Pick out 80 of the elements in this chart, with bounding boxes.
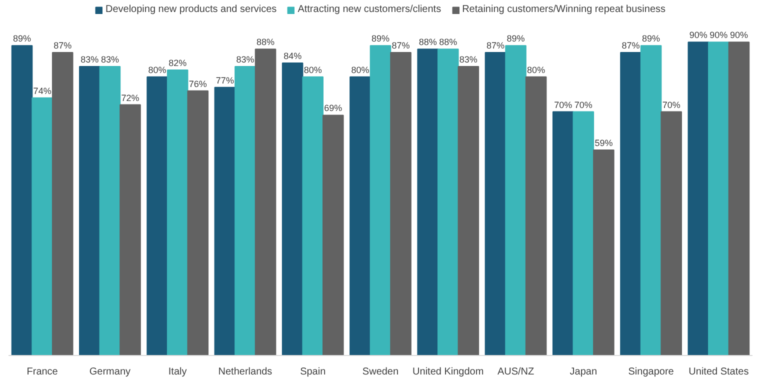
bar <box>120 104 141 356</box>
bar <box>52 52 74 356</box>
data-label: 70% <box>574 100 592 110</box>
bar <box>525 76 547 356</box>
data-label: 83% <box>459 54 478 64</box>
bar <box>187 90 209 356</box>
legend-label: Developing new products and services <box>105 4 277 15</box>
bar <box>417 48 438 356</box>
data-label: 59% <box>594 138 613 148</box>
data-label: 88% <box>418 37 437 48</box>
bar <box>234 66 256 356</box>
data-label: 87% <box>392 40 410 51</box>
data-label: 88% <box>439 37 458 48</box>
bar <box>484 52 506 356</box>
data-label: 80% <box>351 64 370 75</box>
bar <box>282 62 304 356</box>
bar <box>708 42 730 356</box>
data-label: 87% <box>54 40 72 51</box>
bar <box>390 52 412 356</box>
bar <box>458 66 480 356</box>
x-tick-label: Netherlands <box>218 366 272 378</box>
data-label: 88% <box>256 37 275 48</box>
x-tick-label: United States <box>688 366 749 378</box>
data-label: 89% <box>13 34 32 44</box>
x-tick-label: AUS/NZ <box>497 366 534 378</box>
bar <box>593 150 614 356</box>
bar <box>552 111 574 356</box>
bar <box>79 66 100 356</box>
data-label: 77% <box>216 75 234 86</box>
x-tick-label: Japan <box>570 366 598 378</box>
data-label: 90% <box>730 30 748 40</box>
bar <box>322 114 344 356</box>
bar <box>166 69 188 356</box>
x-tick-label: Sweden <box>362 366 399 378</box>
data-label: 80% <box>304 64 322 75</box>
data-label: 89% <box>642 34 660 44</box>
data-label: 69% <box>324 103 342 114</box>
bar <box>146 76 168 356</box>
data-label: 76% <box>188 78 207 89</box>
x-tick-label: Singapore <box>628 366 674 378</box>
bar <box>660 111 682 356</box>
bar <box>99 66 121 356</box>
data-label: 83% <box>80 54 99 64</box>
x-tick-label: United Kingdom <box>412 366 484 378</box>
bar <box>620 52 642 356</box>
legend-label: Attracting new customers/clients <box>298 4 442 15</box>
bar <box>572 111 594 356</box>
data-label: 83% <box>236 54 254 64</box>
bar <box>505 45 526 356</box>
data-label: 90% <box>689 30 708 40</box>
x-tick-label: Spain <box>300 366 326 378</box>
data-label: 70% <box>662 100 680 110</box>
bar <box>640 45 662 356</box>
data-label: 74% <box>33 86 52 96</box>
bar <box>688 42 710 356</box>
data-label: 72% <box>121 92 140 103</box>
bar <box>370 45 392 356</box>
data-label: 89% <box>506 34 525 44</box>
x-tick-label: Germany <box>89 366 131 378</box>
data-label: 84% <box>284 51 302 61</box>
bar <box>437 48 459 356</box>
data-label: 80% <box>527 64 546 75</box>
data-label: 70% <box>554 100 572 110</box>
bar <box>11 45 33 356</box>
x-tick-label: Italy <box>168 366 187 378</box>
data-label: 87% <box>622 40 640 51</box>
bar <box>728 42 750 356</box>
data-label: 80% <box>148 64 166 75</box>
bar <box>32 97 53 356</box>
bar <box>350 76 371 356</box>
data-label: 89% <box>371 34 390 44</box>
bar <box>214 86 236 356</box>
data-label: 83% <box>100 54 119 64</box>
data-label: 87% <box>486 40 504 51</box>
bar <box>254 48 276 356</box>
data-label: 82% <box>168 58 187 68</box>
x-tick-label: France <box>26 366 58 378</box>
data-label: 90% <box>710 30 728 40</box>
legend-label: Retaining customers/Winning repeat business <box>462 4 666 15</box>
bar <box>302 76 324 356</box>
